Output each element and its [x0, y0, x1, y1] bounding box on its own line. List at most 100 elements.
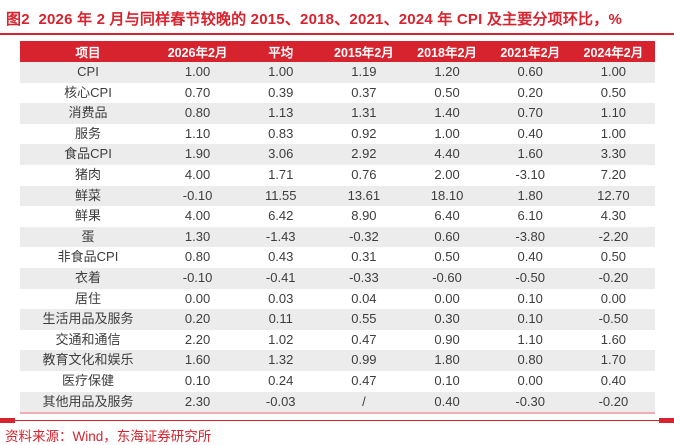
- column-header: 2024年2月: [571, 41, 655, 62]
- table-cell: 4.00: [184, 166, 211, 182]
- table-cell: 0.20: [517, 84, 543, 100]
- table-cell: 0.47: [351, 372, 377, 388]
- table-cell: -0.20: [598, 269, 629, 285]
- bottom-rule-line: [0, 419, 674, 422]
- table-cell: 1.00: [600, 64, 627, 79]
- title-underline: [0, 33, 674, 35]
- table-cell: 18.10: [430, 187, 464, 203]
- table-cell: -0.50: [598, 311, 629, 327]
- table-cell: -3.10: [515, 166, 546, 182]
- row-label: 服务: [74, 125, 101, 141]
- table-row: CPI 1.00 1.00 1.19 1.20 0.60 1.00: [20, 62, 655, 83]
- column-header: 平均: [239, 41, 323, 62]
- column-header: 项目: [20, 41, 156, 62]
- table-cell: 3.30: [600, 146, 627, 162]
- table-cell: 6.10: [517, 208, 543, 224]
- table-cell: 0.76: [351, 166, 377, 182]
- table-cell: 0.31: [351, 249, 377, 265]
- table-row: 衣着 -0.10 -0.41 -0.33 -0.60 -0.50 -0.20: [20, 267, 655, 289]
- row-label: 消费品: [68, 105, 108, 121]
- table-cell: 1.10: [517, 331, 543, 347]
- table-cell: 0.50: [600, 249, 627, 265]
- table-cell: 0.10: [517, 290, 543, 306]
- table-cell: 12.70: [597, 187, 630, 203]
- table-cell: -0.10: [182, 187, 213, 203]
- table-cell: -0.20: [571, 391, 655, 415]
- table-cell: 0.40: [517, 125, 543, 141]
- table-cell: 0.83: [268, 125, 294, 141]
- row-label: 鲜果: [74, 208, 101, 224]
- table-cell: 6.40: [434, 208, 460, 224]
- table-cell: 0.80: [184, 105, 211, 121]
- table-cell: 0.47: [351, 331, 377, 347]
- table-row: 猪肉 4.00 1.71 0.76 2.00 -3.10 7.20: [20, 164, 655, 186]
- row-label: 生活用品及服务: [42, 311, 134, 327]
- table-cell: 0.30: [434, 311, 460, 327]
- table-cell: -1.43: [265, 228, 296, 244]
- table-cell: 1.60: [517, 146, 543, 162]
- table-cell: 3.06: [268, 146, 294, 162]
- table-cell: 2.30: [156, 391, 240, 415]
- table-cell: 6.42: [268, 208, 294, 224]
- table-cell: 0.11: [268, 311, 293, 327]
- row-label: 食品CPI: [64, 146, 112, 162]
- table-cell: 0.00: [184, 290, 211, 306]
- table-cell: -0.50: [515, 269, 546, 285]
- table-cell: 0.40: [517, 249, 543, 265]
- table-cell: 0.40: [405, 391, 489, 415]
- table-cell: 1.32: [268, 352, 294, 368]
- table-cell: 0.10: [517, 311, 543, 327]
- row-label: 医疗保健: [61, 372, 114, 388]
- table-cell: 1.60: [184, 352, 211, 368]
- figure-bottom-rule: [0, 418, 674, 423]
- table-cell: 0.50: [434, 84, 460, 100]
- table-cell: 1.10: [184, 125, 211, 141]
- table-row: 消费品 0.80 1.13 1.31 1.40 0.70 1.10: [20, 103, 655, 124]
- row-label: CPI: [77, 64, 99, 79]
- table-cell: -3.80: [515, 228, 546, 244]
- header-row: 项目 2026年2月 平均 2015年2月 2018年2月 2021年2月 2024年2月: [20, 41, 655, 62]
- table-cell: 1.40: [434, 105, 460, 121]
- table-cell: 0.03: [268, 290, 294, 306]
- figure-title: 图2 2026 年 2 月与同样春节较晚的 2015、2018、2021、202…: [6, 11, 622, 28]
- table-body: CPI 1.00 1.00 1.19 1.20 0.60 1.00 核心CPI 0.70 0.39…: [20, 62, 655, 415]
- table-cell: 0.50: [600, 84, 627, 100]
- table-cell: 1.13: [268, 105, 294, 121]
- table-cell: -0.33: [349, 269, 379, 285]
- row-label: 衣着: [74, 269, 101, 285]
- table-row: 鲜果 4.00 6.42 8.90 6.40 6.10 4.30: [20, 206, 655, 227]
- table-row: 其他用品及服务 2.30 -0.03/0.40 -0.30 -0.20: [20, 391, 655, 415]
- row-label: 教育文化和娱乐: [42, 352, 134, 368]
- table-cell: 1.70: [600, 352, 627, 368]
- table-header: 项目 2026年2月 平均 2015年2月 2018年2月 2021年2月 2024年2月: [20, 41, 655, 62]
- table-cell: -0.10: [182, 269, 213, 285]
- column-header: 2026年2月: [156, 41, 240, 62]
- row-label: 猪肉: [74, 166, 101, 182]
- table-cell: 1.20: [434, 64, 460, 79]
- column-header: 2018年2月: [405, 41, 489, 62]
- table-cell: 0.00: [600, 290, 627, 306]
- table-cell: 1.60: [600, 331, 627, 347]
- table-cell: 1.80: [517, 187, 543, 203]
- table-cell: 0.10: [184, 372, 211, 388]
- table-cell: 2.20: [184, 331, 211, 347]
- table-cell: 0.60: [517, 64, 543, 79]
- table-cell: 0.50: [434, 249, 460, 265]
- bottom-rule-right-cap: [659, 418, 674, 423]
- table-cell: 1.00: [600, 125, 627, 141]
- table-cell: 0.00: [434, 290, 460, 306]
- column-header: 2021年2月: [488, 41, 572, 62]
- table-cell: 1.30: [184, 228, 211, 244]
- table-cell: 1.00: [268, 64, 294, 79]
- table-cell: 8.90: [351, 208, 377, 224]
- row-label: 核心CPI: [64, 84, 112, 100]
- table-row: 教育文化和娱乐 1.60 1.32 0.99 1.80 0.80 1.70: [20, 350, 655, 371]
- table-cell: -0.03: [239, 391, 323, 415]
- table-cell: 1.02: [268, 331, 294, 347]
- table-cell: 0.39: [268, 84, 294, 100]
- source-note: 资料来源：Wind，东海证券研究所: [5, 429, 212, 444]
- row-label: 鲜菜: [74, 187, 101, 203]
- table-cell: /: [322, 391, 406, 415]
- table-row: 核心CPI 0.70 0.39 0.37 0.50 0.20 0.50: [20, 82, 655, 104]
- table-cell: 1.19: [351, 64, 377, 79]
